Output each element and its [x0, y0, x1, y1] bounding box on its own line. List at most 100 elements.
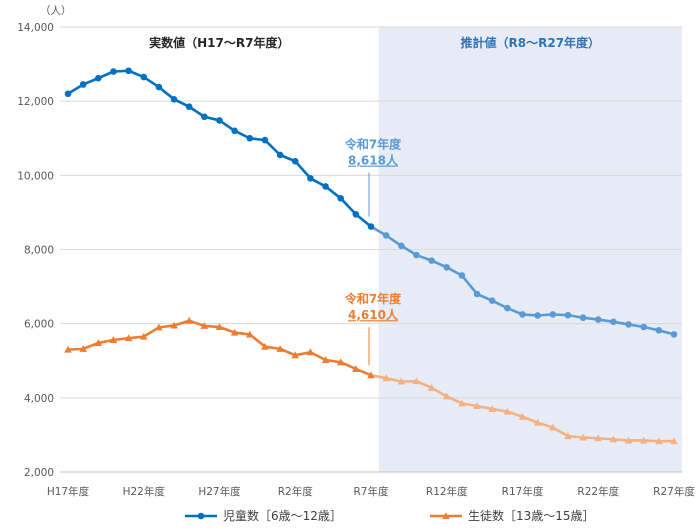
x-tick-label: R27年度 [653, 485, 695, 498]
y-tick-label: 8,000 [24, 245, 54, 257]
data-point [670, 331, 678, 338]
data-point [276, 345, 284, 352]
x-tick-label: R12年度 [426, 485, 468, 498]
data-point [201, 113, 208, 121]
data-point [412, 377, 421, 385]
data-point [382, 374, 390, 382]
x-tick-label: R22年度 [577, 485, 619, 498]
x-tick-label: H17年度 [47, 485, 90, 498]
data-point [307, 175, 314, 182]
data-point [640, 323, 647, 331]
actual-period-label: 実数値（H17～R7年度） [149, 35, 289, 50]
data-point [246, 134, 254, 142]
data-point [488, 405, 496, 412]
data-point [519, 311, 526, 318]
legend-label: 児童数［6歳～12歳］ [223, 508, 342, 523]
y-tick-label: 10,000 [17, 170, 54, 182]
legend: 児童数［6歳～12歳］ 生徒数［13歳～15歳］ [185, 508, 595, 523]
legend-swatch-marker [197, 512, 205, 520]
data-point [125, 67, 132, 75]
data-point [473, 402, 481, 410]
data-point [110, 68, 117, 75]
data-point [79, 345, 87, 352]
data-point [170, 96, 178, 103]
data-point [367, 371, 375, 379]
data-point [109, 336, 118, 344]
data-point [64, 345, 72, 353]
y-tick-label: 4,000 [24, 393, 54, 405]
data-point [64, 90, 72, 98]
annotation-label: 令和7年度 [344, 291, 402, 306]
data-point [579, 314, 587, 322]
series-group [64, 67, 678, 445]
data-point [231, 127, 238, 135]
data-point [397, 377, 406, 385]
data-point [564, 311, 572, 319]
x-tick-label: R17年度 [502, 485, 544, 498]
data-point [458, 399, 466, 407]
series-line-actual [67, 69, 372, 228]
data-point [124, 334, 133, 342]
data-point [624, 436, 633, 444]
x-tick-label: R2年度 [278, 485, 313, 498]
data-point [216, 117, 223, 124]
y-tick-label: 2,000 [24, 467, 54, 479]
data-point [504, 304, 511, 312]
annotation-value: 4,610人 [348, 307, 399, 322]
data-point [261, 136, 269, 144]
data-point [488, 297, 496, 304]
data-point [458, 272, 466, 279]
data-point [533, 418, 542, 426]
data-point [534, 312, 541, 319]
data-point [95, 74, 102, 82]
data-point [367, 223, 375, 230]
data-point [139, 332, 148, 340]
data-point [230, 328, 239, 336]
data-point [261, 342, 269, 350]
data-point [352, 365, 360, 372]
data-point [185, 103, 193, 111]
x-tick-label: R7年度 [354, 485, 389, 498]
data-point [352, 210, 360, 218]
x-tick-label: H22年度 [123, 485, 166, 498]
series-children [64, 67, 678, 338]
data-point [336, 358, 345, 366]
x-axis: H17年度 H22年度 H27年度 R2年度 R7年度 R12年度 R17年度 R22年度 R2… [47, 471, 695, 498]
data-point [518, 412, 527, 420]
data-point [322, 183, 329, 190]
data-point [155, 83, 163, 91]
data-point [185, 316, 193, 324]
data-point [215, 323, 224, 331]
data-point [639, 436, 648, 444]
data-point [594, 316, 602, 323]
data-point [427, 384, 436, 391]
data-point [94, 339, 103, 346]
data-point [442, 392, 451, 400]
annotation-label: 令和7年度 [344, 137, 402, 152]
data-point [428, 257, 435, 264]
y-axis: 2,000 4,000 6,000 8,000 10,000 12,000 14,000 [17, 22, 54, 479]
data-point [246, 330, 254, 338]
data-point [610, 318, 617, 326]
data-point [306, 348, 315, 356]
data-point [291, 351, 300, 359]
y-tick-label: 12,000 [17, 96, 54, 108]
data-point [549, 311, 557, 318]
data-point [398, 242, 405, 250]
data-point [625, 321, 632, 328]
data-point [276, 151, 284, 159]
data-point [594, 434, 603, 442]
data-point [382, 232, 390, 239]
data-point [473, 290, 481, 298]
data-point [655, 327, 663, 334]
y-tick-label: 14,000 [17, 22, 54, 34]
data-point [170, 321, 178, 329]
y-axis-unit-label: （人） [40, 5, 72, 17]
legend-label: 生徒数［13歳～15歳］ [468, 508, 595, 523]
data-point [549, 423, 557, 431]
data-point [79, 81, 87, 88]
